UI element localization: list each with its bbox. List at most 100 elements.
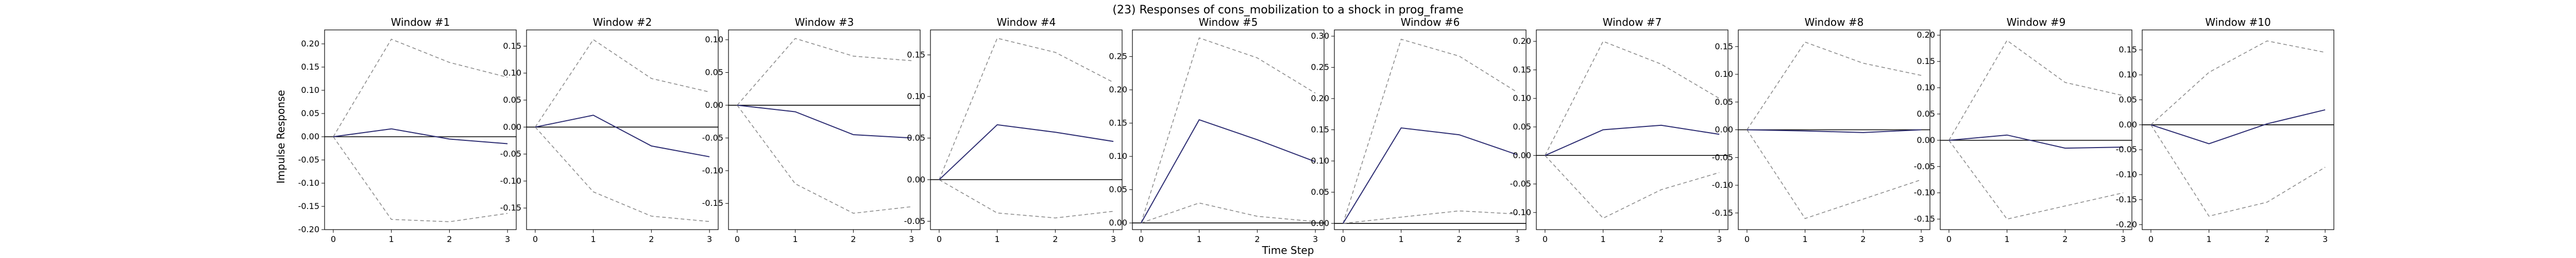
y-tick-label: 0.15 bbox=[1109, 118, 1127, 128]
panel-title: Window #4 bbox=[997, 16, 1056, 28]
y-tick-label: -0.05 bbox=[702, 133, 723, 142]
x-tick-label: 2 bbox=[1255, 234, 1260, 244]
lower-band-line bbox=[2150, 124, 2326, 217]
y-tick-label: 0.15 bbox=[2119, 45, 2137, 55]
y-tick-label: 0.20 bbox=[1513, 36, 1531, 46]
panel-title: Window #9 bbox=[2007, 16, 2066, 28]
panel-title: Window #3 bbox=[795, 16, 854, 28]
y-tick-label: -0.05 bbox=[2116, 144, 2137, 154]
x-tick-label: 3 bbox=[2121, 234, 2126, 244]
y-tick-label: 0.15 bbox=[503, 41, 521, 51]
y-tick-label: 0.00 bbox=[1715, 125, 1733, 135]
impulse-response-line bbox=[333, 128, 508, 144]
y-tick-label: 0.10 bbox=[1917, 83, 1935, 92]
axes-frame bbox=[930, 29, 1123, 230]
x-tick-label: 3 bbox=[2323, 234, 2328, 244]
y-tick-label: 0.25 bbox=[1109, 52, 1127, 61]
upper-band-line bbox=[1545, 41, 1720, 156]
y-tick-label: 0.10 bbox=[1513, 93, 1531, 103]
axes-frame bbox=[1334, 29, 1527, 230]
y-tick-label: -0.05 bbox=[1510, 179, 1531, 189]
panels: Window #10 1 2 3-0.20-0.15-0.10-0.050.000.0… bbox=[298, 16, 2334, 244]
lower-band-line bbox=[737, 105, 912, 214]
y-tick-label: 0.15 bbox=[1311, 125, 1329, 135]
y-tick-label: 0.00 bbox=[2119, 120, 2137, 130]
y-tick-label: 0.20 bbox=[1311, 93, 1329, 103]
y-tick-label: -0.10 bbox=[1914, 188, 1935, 198]
upper-band-line bbox=[1747, 41, 1922, 130]
y-tick-label: 0.15 bbox=[301, 62, 319, 72]
lower-band-line bbox=[1343, 210, 1518, 224]
upper-band-line bbox=[2150, 40, 2326, 125]
x-tick-label: 2 bbox=[851, 234, 856, 244]
y-tick-label: -0.15 bbox=[298, 201, 319, 211]
y-tick-label: 0.10 bbox=[907, 91, 925, 101]
panel-window-1: Window #1 0 1 2 3 -0.20 -0.15 -0.10 -0.05 0.00 0.0… bbox=[298, 16, 517, 244]
upper-band-line bbox=[1948, 40, 2124, 141]
y-tick-label: -0.20 bbox=[298, 224, 319, 234]
y-tick-label: 0.10 bbox=[1311, 156, 1329, 166]
y-tick-label: 0.20 bbox=[1109, 85, 1127, 94]
y-tick-label: 0.10 bbox=[1109, 151, 1127, 161]
x-tick-label: 1 bbox=[1803, 234, 1808, 244]
y-tick-label: 0.15 bbox=[1715, 41, 1733, 51]
upper-band-line bbox=[333, 39, 508, 137]
y-tick-label: 0.00 bbox=[1917, 135, 1935, 145]
y-tick-label: -0.15 bbox=[1712, 208, 1733, 218]
y-tick-label: 0.05 bbox=[907, 133, 925, 143]
y-tick-label: 0.05 bbox=[1715, 97, 1733, 107]
y-tick-label: 0.15 bbox=[1917, 56, 1935, 66]
x-tick-label: 1 bbox=[793, 234, 798, 244]
y-tick-label: -0.10 bbox=[298, 178, 319, 188]
axes-frame bbox=[1132, 29, 1325, 230]
axes-frame bbox=[526, 29, 719, 230]
y-tick-label: -0.15 bbox=[500, 203, 521, 213]
y-tick-label: 0.00 bbox=[301, 132, 319, 141]
y-tick-label: 0.00 bbox=[1513, 150, 1531, 160]
y-tick-label: 0.30 bbox=[1311, 31, 1329, 41]
impulse-response-line bbox=[1141, 119, 1316, 223]
x-tick-label: 3 bbox=[1111, 234, 1116, 244]
lower-band-line bbox=[939, 179, 1114, 219]
x-tick-label: 0 bbox=[533, 234, 538, 244]
y-tick-label: 0.15 bbox=[1513, 64, 1531, 74]
y-tick-label: 0.20 bbox=[1917, 30, 1935, 40]
panel-window-10: Window #10 0 1 2 3 -0.20 -0.15 -0.10 -0.05 0.00 0.… bbox=[2116, 16, 2334, 244]
x-tick-label: 2 bbox=[2264, 234, 2269, 244]
axes-frame bbox=[2142, 29, 2334, 230]
lower-band-line bbox=[1141, 202, 1316, 223]
y-tick-label: 0.00 bbox=[1311, 218, 1329, 228]
x-axis-label: Time Step bbox=[1262, 244, 1314, 256]
lower-band-line bbox=[333, 136, 508, 222]
x-tick-label: 2 bbox=[1053, 234, 1058, 244]
upper-band-line bbox=[535, 39, 710, 127]
x-tick-label: 3 bbox=[1919, 234, 1924, 244]
x-tick-label: 3 bbox=[505, 234, 510, 244]
panel-window-4: Window #4 0 1 2 3 -0.05 0.00 0.05 0.10 0.15 bbox=[904, 16, 1123, 244]
y-tick-label: 0.10 bbox=[1715, 69, 1733, 79]
y-tick-label: -0.20 bbox=[2116, 219, 2137, 229]
x-tick-label: 0 bbox=[1744, 234, 1750, 244]
y-tick-label: 0.05 bbox=[1917, 109, 1935, 119]
y-tick-label: 0.25 bbox=[1311, 62, 1329, 72]
x-tick-label: 1 bbox=[2005, 234, 2010, 244]
y-tick-label: -0.10 bbox=[500, 176, 521, 186]
x-tick-label: 0 bbox=[1543, 234, 1548, 244]
y-tick-label: -0.05 bbox=[904, 216, 925, 226]
upper-band-line bbox=[1141, 37, 1316, 223]
impulse-response-line bbox=[1343, 127, 1518, 224]
panel-window-6: Window #6 0 1 2 3 0.00 0.05 0.10 0.15 0.20 0.25 0.3… bbox=[1311, 16, 1527, 244]
x-tick-label: 0 bbox=[937, 234, 942, 244]
x-tick-label: 2 bbox=[1456, 234, 1462, 244]
x-tick-label: 3 bbox=[707, 234, 712, 244]
x-tick-label: 2 bbox=[447, 234, 452, 244]
x-tick-label: 1 bbox=[2207, 234, 2212, 244]
lower-band-line bbox=[535, 126, 710, 222]
x-tick-label: 1 bbox=[591, 234, 596, 244]
upper-band-line bbox=[939, 38, 1114, 180]
panel-window-8: Window #8 0 1 2 3 -0.15 -0.10 -0.05 0.00 0.05 0.10… bbox=[1712, 16, 1930, 244]
y-tick-label: -0.10 bbox=[1510, 207, 1531, 217]
y-tick-label: -0.10 bbox=[702, 166, 723, 175]
impulse-response-line bbox=[535, 115, 710, 157]
x-tick-label: 0 bbox=[735, 234, 740, 244]
